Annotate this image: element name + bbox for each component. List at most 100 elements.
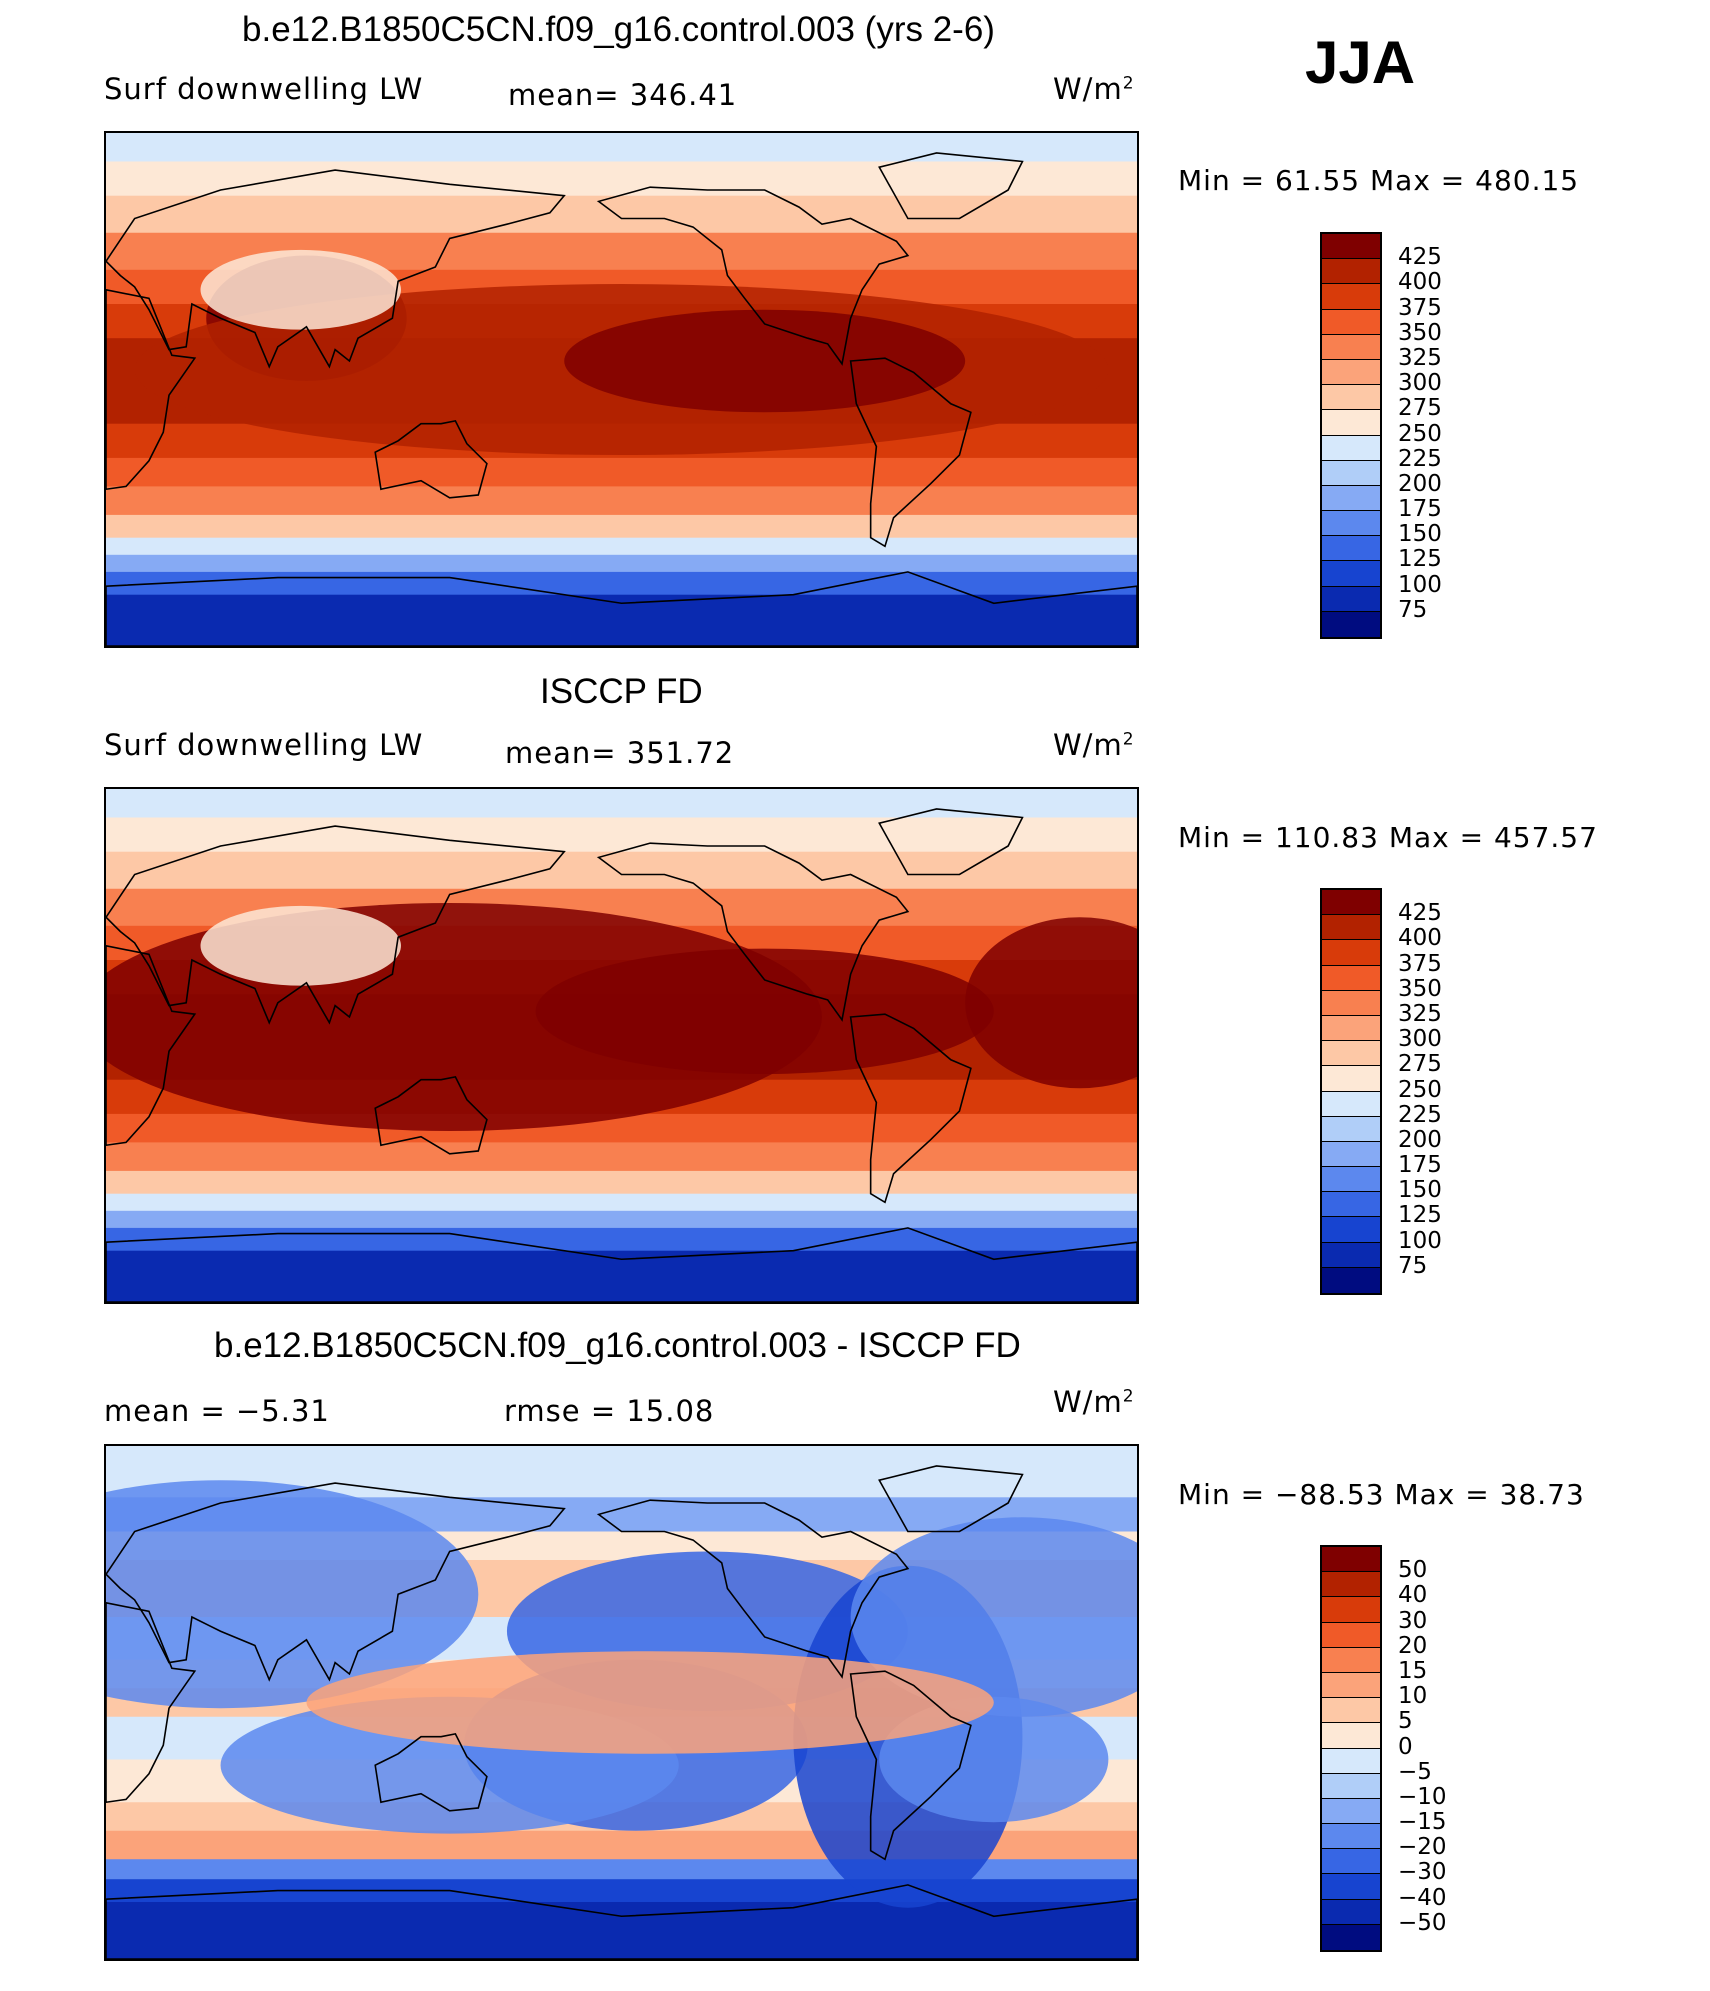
colorbar-swatch	[1322, 1647, 1380, 1673]
colorbar-swatch	[1322, 1874, 1380, 1900]
colorbar-swatch	[1322, 410, 1380, 436]
colorbar-tick-label: 275	[1398, 1051, 1442, 1078]
colorbar-swatch	[1322, 1723, 1380, 1749]
colorbar-tick-label: 425	[1398, 244, 1442, 271]
colorbar-tick-label: 75	[1398, 1252, 1428, 1279]
panel1-units: W/m2	[1053, 72, 1135, 106]
colorbar-swatch	[1322, 561, 1380, 587]
colorbar-tick-label: 425	[1398, 900, 1442, 927]
colorbar-swatch	[1322, 990, 1380, 1016]
colorbar-tick-label: 175	[1398, 496, 1442, 523]
panel3-mean-label: mean = −5.31	[104, 1394, 330, 1428]
panel1-variable-label: Surf downwelling LW	[104, 72, 424, 106]
colorbar-tick-label: −5	[1398, 1758, 1432, 1785]
colorbar-tick-label: 150	[1398, 521, 1442, 548]
panel3-map	[104, 1444, 1139, 1961]
panel3-colorbar	[1320, 1545, 1382, 1952]
colorbar-tick-label: 300	[1398, 1026, 1442, 1053]
colorbar-swatch	[1322, 359, 1380, 386]
colorbar-tick-label: −30	[1398, 1859, 1447, 1886]
colorbar-swatch	[1322, 1116, 1380, 1142]
colorbar-tick-label: 5	[1398, 1708, 1413, 1735]
colorbar-swatch	[1322, 1066, 1380, 1092]
colorbar-tick-label: 225	[1398, 1101, 1442, 1128]
colorbar-tick-label: 375	[1398, 950, 1442, 977]
panel3-units: W/m2	[1053, 1385, 1135, 1419]
colorbar-swatch	[1322, 1899, 1380, 1925]
colorbar-swatch	[1322, 460, 1380, 486]
colorbar-tick-label: −50	[1398, 1909, 1447, 1936]
colorbar-swatch	[1322, 334, 1380, 360]
colorbar-tick-label: 400	[1398, 925, 1442, 952]
colorbar-swatch	[1322, 1217, 1380, 1243]
colorbar-tick-label: 200	[1398, 1126, 1442, 1153]
colorbar-tick-label: 30	[1398, 1607, 1428, 1634]
colorbar-tick-label: −20	[1398, 1834, 1447, 1861]
colorbar-swatch	[1322, 1597, 1380, 1623]
panel1-minmax: Min = 61.55 Max = 480.15	[1178, 164, 1580, 197]
colorbar-tick-label: 15	[1398, 1657, 1428, 1684]
season-label: JJA	[1305, 29, 1416, 96]
colorbar-swatch	[1322, 1698, 1380, 1724]
colorbar-swatch	[1322, 435, 1380, 461]
panel1-title: b.e12.B1850C5CN.f09_g16.control.003 (yrs…	[242, 10, 995, 49]
panel2-mean-label: mean= 351.72	[505, 736, 735, 770]
colorbar-swatch	[1322, 586, 1380, 612]
colorbar-swatch	[1322, 485, 1380, 512]
panel2-units: W/m2	[1053, 728, 1135, 762]
colorbar-tick-label: −40	[1398, 1884, 1447, 1911]
colorbar-swatch	[1322, 234, 1380, 260]
colorbar-tick-label: 325	[1398, 344, 1442, 371]
colorbar-tick-label: 250	[1398, 1076, 1442, 1103]
colorbar-swatch	[1322, 1849, 1380, 1875]
colorbar-swatch	[1322, 611, 1380, 637]
colorbar-swatch	[1322, 1798, 1380, 1825]
colorbar-tick-label: 300	[1398, 370, 1442, 397]
panel2-minmax: Min = 110.83 Max = 457.57	[1178, 821, 1598, 854]
colorbar-tick-label: 125	[1398, 546, 1442, 573]
colorbar-tick-label: 40	[1398, 1582, 1428, 1609]
colorbar-swatch	[1322, 1167, 1380, 1193]
colorbar-tick-label: 50	[1398, 1557, 1428, 1584]
colorbar-swatch	[1322, 1041, 1380, 1067]
colorbar-tick-label: 20	[1398, 1632, 1428, 1659]
colorbar-tick-label: 275	[1398, 395, 1442, 422]
colorbar-tick-label: 400	[1398, 269, 1442, 296]
colorbar-swatch	[1322, 1091, 1380, 1117]
colorbar-tick-label: 325	[1398, 1000, 1442, 1027]
colorbar-swatch	[1322, 890, 1380, 916]
panel1-map	[104, 131, 1139, 648]
colorbar-tick-label: 200	[1398, 470, 1442, 497]
colorbar-tick-label: 125	[1398, 1202, 1442, 1229]
panel1-colorbar	[1320, 232, 1382, 639]
colorbar-swatch	[1322, 1015, 1380, 1042]
panel2-map	[104, 787, 1139, 1304]
colorbar-swatch	[1322, 1824, 1380, 1850]
colorbar-swatch	[1322, 1141, 1380, 1168]
colorbar-swatch	[1322, 1267, 1380, 1293]
colorbar-tick-label: 10	[1398, 1683, 1428, 1710]
colorbar-tick-label: 0	[1398, 1733, 1413, 1760]
colorbar-tick-label: 75	[1398, 596, 1428, 623]
colorbar-swatch	[1322, 915, 1380, 941]
colorbar-swatch	[1322, 259, 1380, 285]
colorbar-swatch	[1322, 1192, 1380, 1218]
colorbar-tick-label: 100	[1398, 1227, 1442, 1254]
colorbar-tick-label: 225	[1398, 445, 1442, 472]
panel3-title: b.e12.B1850C5CN.f09_g16.control.003 - IS…	[214, 1326, 1021, 1365]
colorbar-swatch	[1322, 1773, 1380, 1799]
colorbar-tick-label: 375	[1398, 294, 1442, 321]
colorbar-tick-label: 175	[1398, 1152, 1442, 1179]
colorbar-swatch	[1322, 1622, 1380, 1648]
panel3-rmse-label: rmse = 15.08	[504, 1394, 715, 1428]
colorbar-tick-label: 150	[1398, 1177, 1442, 1204]
colorbar-swatch	[1322, 940, 1380, 966]
colorbar-swatch	[1322, 309, 1380, 335]
panel2-variable-label: Surf downwelling LW	[104, 728, 424, 762]
colorbar-tick-label: −15	[1398, 1809, 1447, 1836]
colorbar-swatch	[1322, 511, 1380, 537]
colorbar-swatch	[1322, 1672, 1380, 1699]
colorbar-swatch	[1322, 284, 1380, 310]
colorbar-tick-label: 250	[1398, 420, 1442, 447]
colorbar-swatch	[1322, 1748, 1380, 1774]
